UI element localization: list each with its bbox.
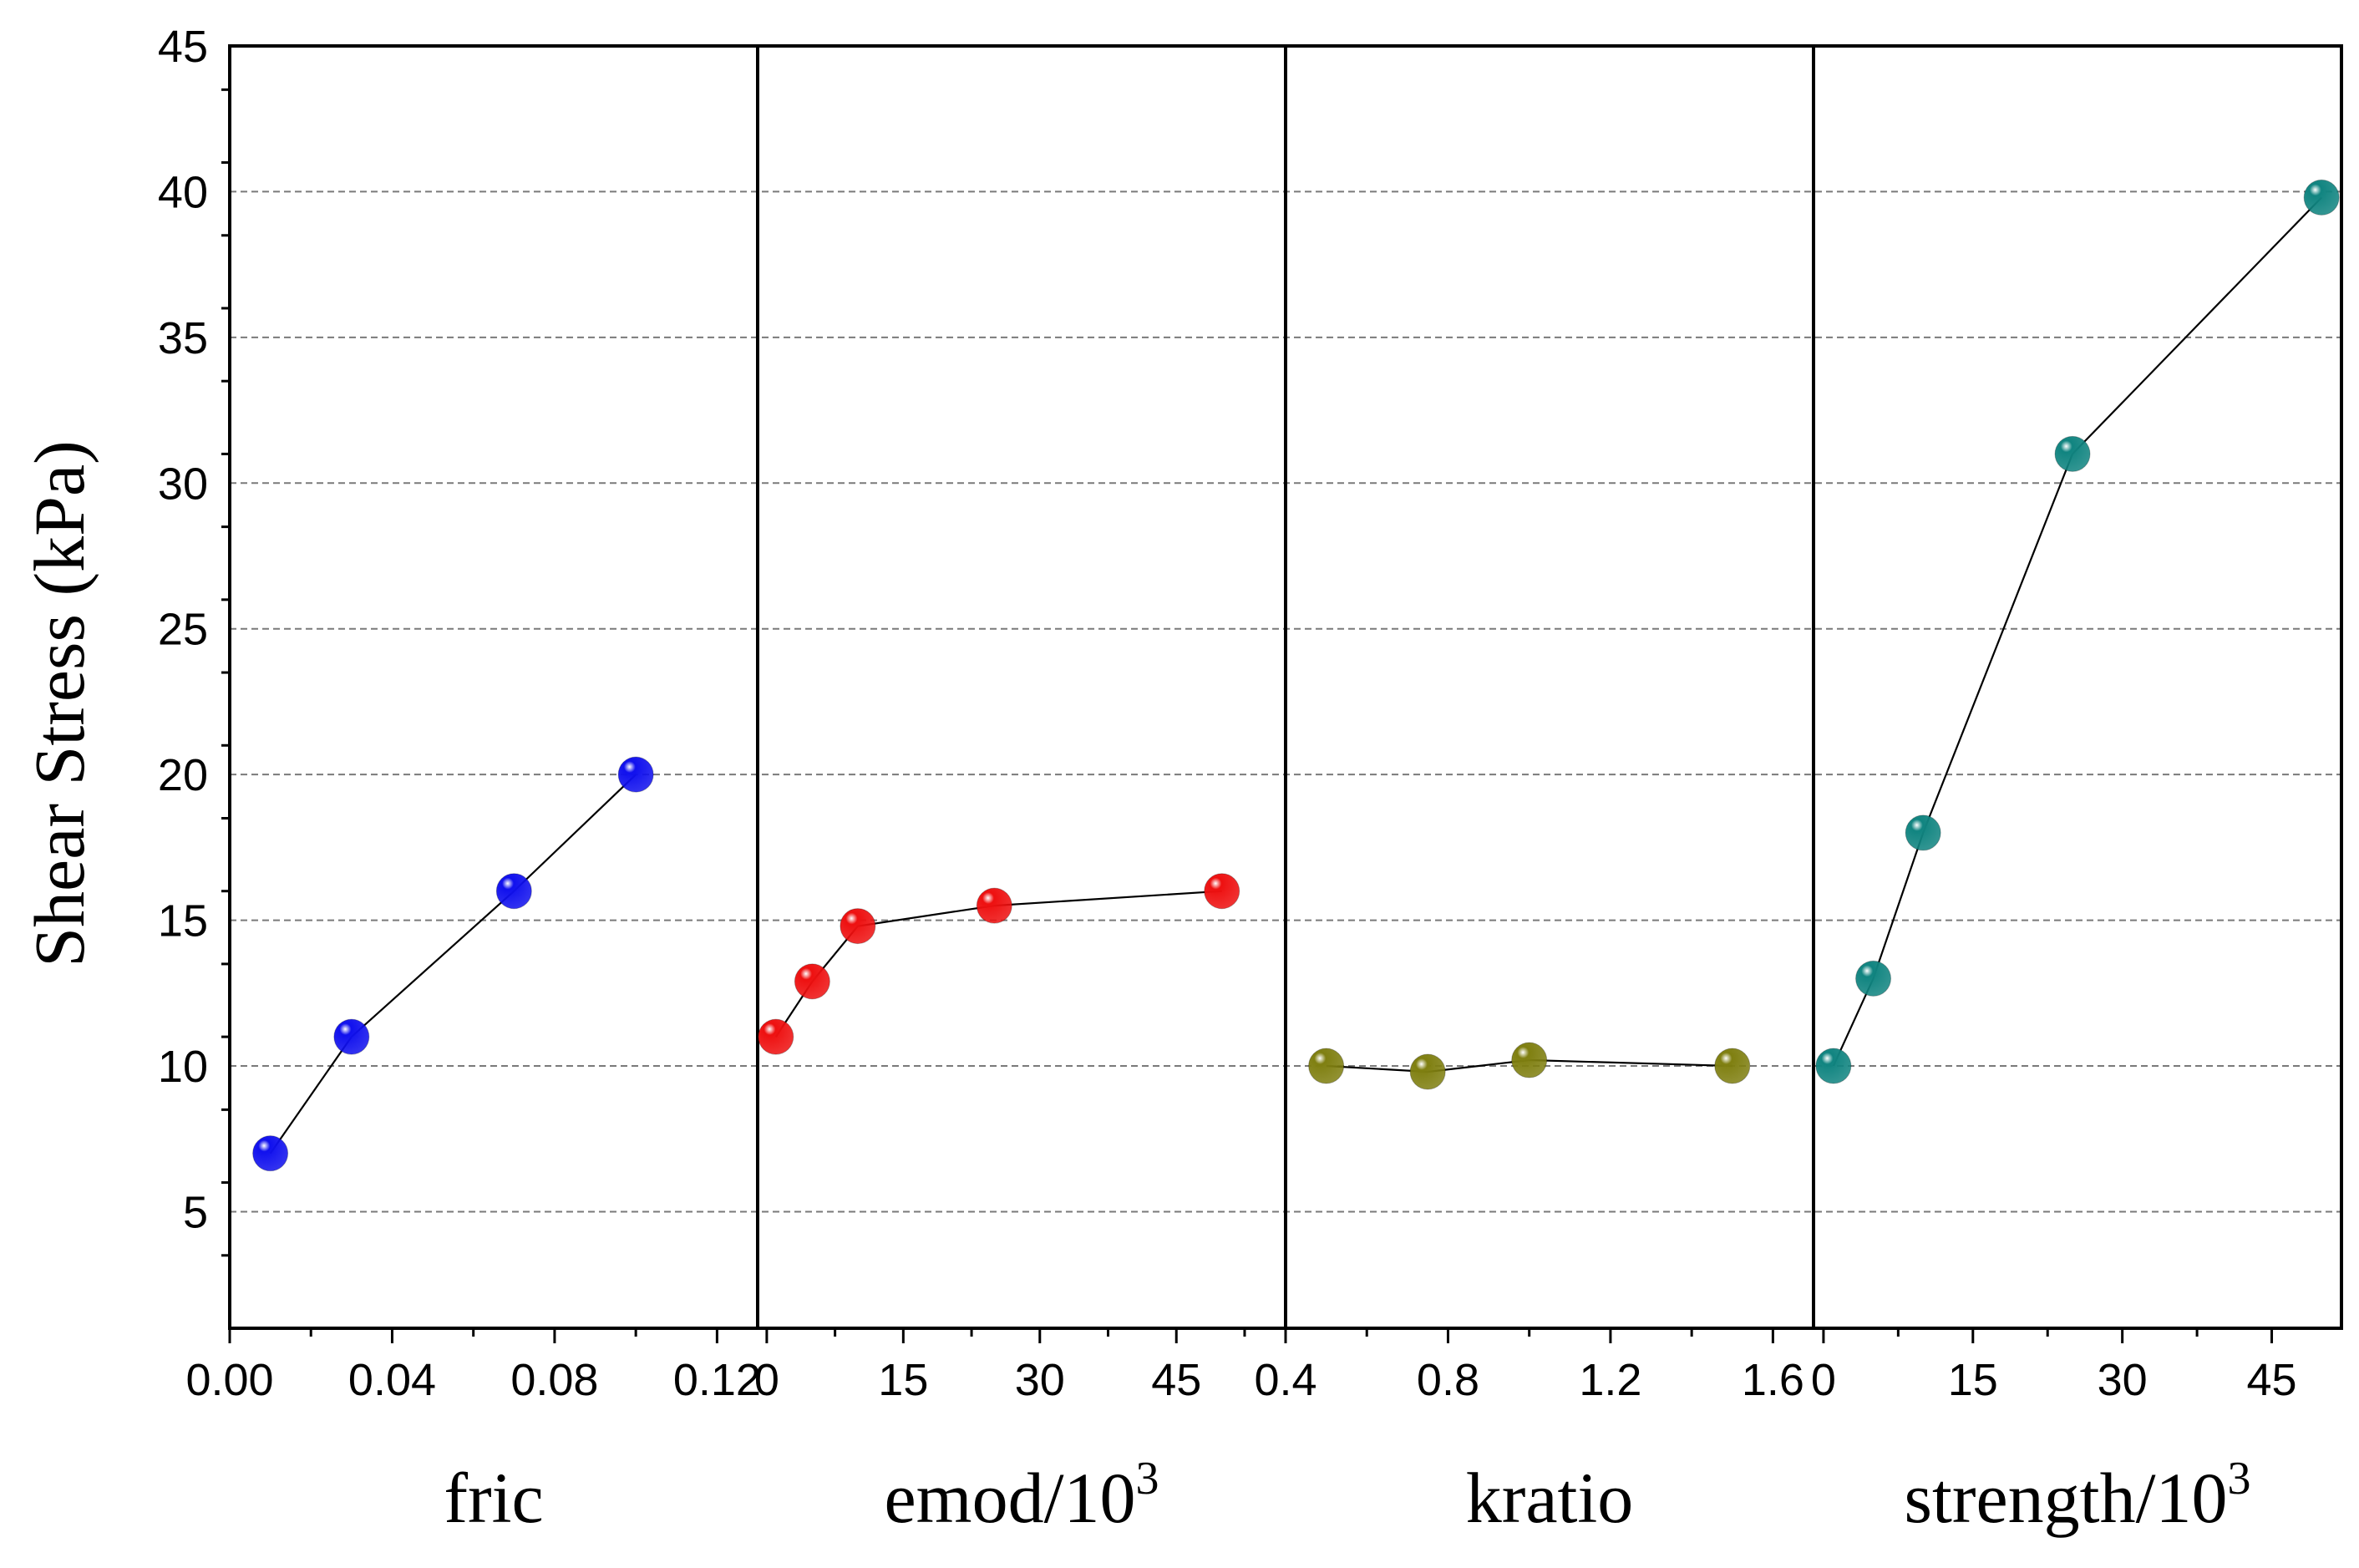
data-point-kratio — [1511, 1042, 1548, 1078]
x-tick-label: 1.6 — [1742, 1355, 1804, 1405]
data-point-strength — [1855, 960, 1892, 997]
data-point-strength — [1905, 814, 1941, 851]
data-point-fric — [617, 756, 654, 793]
data-point-kratio — [1714, 1048, 1751, 1084]
series — [252, 179, 2340, 1172]
data-point-fric — [252, 1135, 289, 1172]
data-point-strength — [2303, 179, 2340, 216]
x-tick-label: 15 — [1948, 1355, 1998, 1405]
y-tick-label: 30 — [158, 459, 208, 509]
x-tick-label: 45 — [1151, 1355, 1201, 1405]
y-tick-label: 5 — [183, 1187, 208, 1237]
data-point-fric — [495, 873, 532, 910]
y-tick-label: 25 — [158, 605, 208, 655]
series-line-fric — [269, 774, 637, 1154]
data-point-kratio — [1409, 1053, 1446, 1090]
series-line-kratio — [1326, 1058, 1732, 1073]
y-tick-label: 10 — [158, 1042, 208, 1092]
x-tick-label: 0.12 — [673, 1355, 761, 1405]
x-tick-label: 1.2 — [1579, 1355, 1641, 1405]
x-axis-title: fric — [444, 1458, 543, 1538]
axis-labels: 5 10 15 20 25 30 35 40 45 Shear Stress (kPa) 0.00 0… — [19, 22, 2297, 1538]
data-point-kratio — [1308, 1048, 1345, 1084]
x-tick-label: 0.8 — [1417, 1355, 1479, 1405]
data-point-strength — [2054, 435, 2091, 472]
x-tick-label: 0.08 — [510, 1355, 598, 1405]
x-tick-label: 0.4 — [1254, 1355, 1316, 1405]
data-point-strength — [1815, 1048, 1852, 1084]
data-point-emod — [1204, 873, 1240, 910]
x-tick-label: 30 — [1015, 1355, 1065, 1405]
x-axis-title: emod/103 — [885, 1453, 1159, 1538]
x-tick-label: 0 — [754, 1355, 779, 1405]
x-tick-label: 0.00 — [185, 1355, 273, 1405]
y-axis-title: Shear Stress (kPa) — [19, 440, 99, 967]
axes — [221, 44, 2343, 1343]
y-tick-label: 20 — [158, 750, 208, 800]
data-point-fric — [333, 1018, 370, 1055]
y-tick-label: 45 — [158, 22, 208, 72]
x-axis-title: strength/103 — [1905, 1453, 2251, 1538]
x-tick-label: 45 — [2246, 1355, 2296, 1405]
series-line-strength — [1832, 196, 2322, 1067]
y-tick-label: 35 — [158, 313, 208, 363]
x-tick-label: 0 — [1811, 1355, 1836, 1405]
data-point-emod — [976, 887, 1012, 924]
x-tick-label: 30 — [2098, 1355, 2148, 1405]
x-tick-label: 0.04 — [348, 1355, 436, 1405]
x-axis-title: kratio — [1466, 1458, 1634, 1538]
data-point-emod — [840, 908, 876, 945]
x-tick-label: 15 — [878, 1355, 928, 1405]
y-tick-label: 40 — [158, 167, 208, 217]
data-point-emod — [758, 1018, 794, 1055]
y-tick-label: 15 — [158, 896, 208, 946]
data-point-emod — [794, 963, 830, 1000]
